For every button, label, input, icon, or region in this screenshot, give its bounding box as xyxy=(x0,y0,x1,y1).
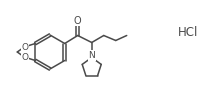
Text: HCl: HCl xyxy=(178,26,198,39)
Text: O: O xyxy=(74,16,82,26)
Text: N: N xyxy=(88,51,95,60)
Text: O: O xyxy=(21,42,28,52)
Text: O: O xyxy=(21,52,28,61)
